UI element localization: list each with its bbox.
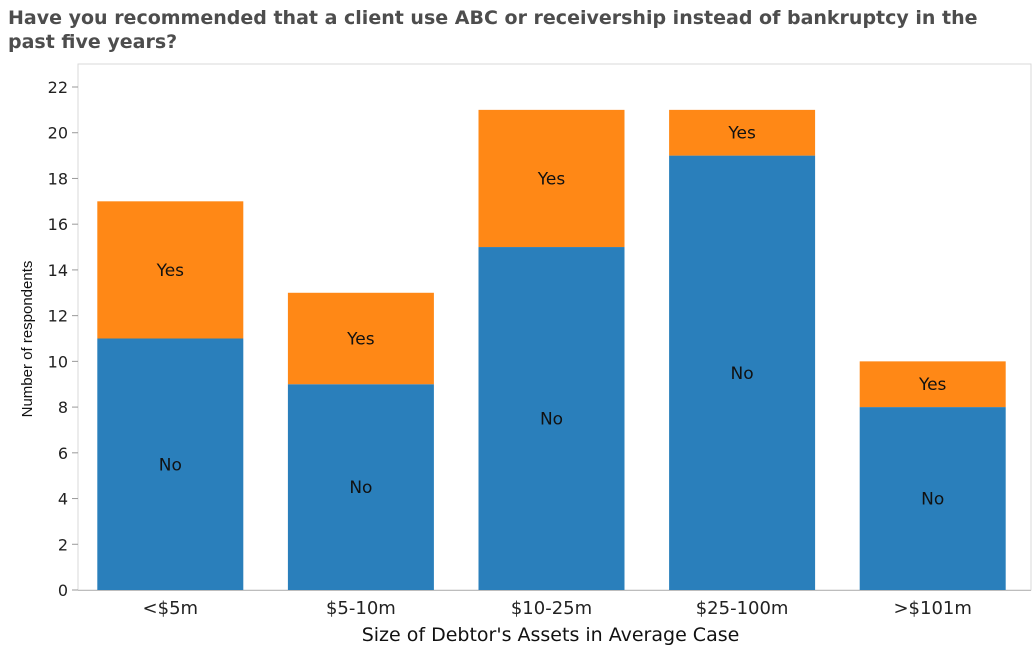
y-tick-label: 2	[58, 535, 68, 554]
x-axis-title: Size of Debtor's Assets in Average Case	[362, 624, 740, 646]
bar-segment-yes	[859, 361, 1006, 408]
segment-label-no: No	[349, 478, 372, 498]
bar-segment-no	[669, 155, 816, 590]
x-category-label: >$101m	[893, 598, 971, 619]
y-tick-label: 14	[48, 261, 68, 280]
segment-label-yes: Yes	[918, 375, 947, 395]
segment-label-yes: Yes	[537, 169, 566, 189]
bar-segment-yes	[97, 201, 244, 339]
y-tick-label: 20	[48, 124, 68, 143]
bars	[97, 109, 1006, 590]
segment-label-yes: Yes	[156, 261, 185, 281]
y-tick-label: 8	[58, 398, 68, 417]
y-tick-label: 0	[58, 581, 68, 600]
segment-label-yes: Yes	[346, 330, 375, 350]
segment-labels: No Yes No Yes No Yes No Yes No Yes	[156, 124, 947, 510]
x-category-label: $5-10m	[326, 598, 396, 619]
bar-segment-yes	[478, 109, 625, 248]
x-category-label: $10-25m	[511, 598, 592, 619]
y-axis-title: Number of respondents	[19, 261, 36, 418]
segment-label-no: No	[159, 455, 182, 475]
bar-segment-yes	[287, 292, 434, 385]
segment-label-no: No	[731, 364, 754, 384]
x-category-label: <$5m	[143, 598, 199, 619]
y-axis-ticks: 0 2 4 6 8 10 12 14 16 18 20 22	[48, 78, 78, 600]
y-tick-label: 22	[48, 78, 68, 97]
y-tick-label: 12	[48, 307, 68, 326]
y-tick-label: 10	[48, 352, 68, 371]
x-axis-ticks: <$5m $5-10m $10-25m $25-100m >$101m	[143, 598, 972, 619]
bar-segment-no	[859, 407, 1006, 590]
bar-segment-no	[478, 247, 625, 590]
segment-label-yes: Yes	[727, 124, 756, 144]
x-category-label: $25-100m	[696, 598, 789, 619]
y-tick-label: 16	[48, 215, 68, 234]
segment-label-no: No	[540, 410, 563, 430]
segment-label-no: No	[921, 490, 944, 510]
y-tick-label: 6	[58, 444, 68, 463]
chart-title: Have you recommended that a client use A…	[8, 7, 978, 53]
y-tick-label: 4	[58, 490, 68, 509]
y-tick-label: 18	[48, 169, 68, 188]
bar-segment-no	[287, 384, 434, 590]
bar-segment-no	[97, 338, 244, 590]
bar-segment-yes	[669, 109, 816, 156]
